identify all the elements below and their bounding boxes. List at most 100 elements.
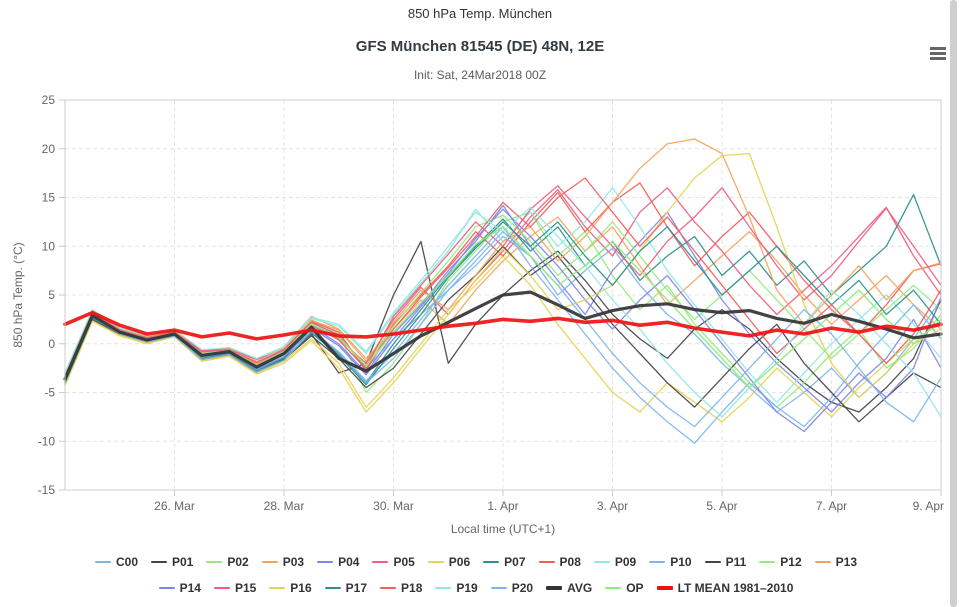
legend-item-P03[interactable]: P03 (261, 555, 305, 569)
legend-line-swatch (372, 561, 389, 563)
legend-item-P18[interactable]: P18 (380, 581, 422, 595)
legend-label: LT MEAN 1981–2010 (677, 581, 794, 595)
legend-line-swatch (427, 561, 444, 563)
series-line-P05[interactable] (64, 187, 942, 374)
legend-item-P14[interactable]: P14 (158, 581, 201, 595)
chart-subtitle: Init: Sat, 24Mar2018 00Z (413, 68, 547, 82)
legend-line-swatch (324, 587, 341, 589)
legend-item-P17[interactable]: P17 (324, 581, 368, 595)
y-tick-label: 5 (48, 288, 55, 302)
hamburger-menu-icon (930, 56, 946, 60)
legend-line-swatch (759, 561, 776, 563)
y-tick-label: 25 (42, 93, 56, 107)
page-title: GFS München 81545 (DE) 48N, 12E (355, 38, 605, 55)
legend-line-swatch (546, 586, 563, 590)
legend-line-swatch (656, 586, 673, 590)
legend-label: P03 (282, 555, 305, 569)
legend-item-C00[interactable]: C00 (94, 555, 138, 569)
legend-label: OP (626, 581, 644, 595)
y-axis-title: 850 hPa Temp. (°C) (11, 242, 25, 348)
legend-item-AVG[interactable]: AVG (546, 581, 592, 595)
legend-label: P11 (725, 555, 747, 569)
legend-label: P04 (338, 555, 360, 569)
x-tick-label: 3. Apr (597, 499, 628, 513)
legend-label: P17 (345, 581, 368, 595)
x-tick-label: 9. Apr (913, 499, 944, 513)
hamburger-menu-icon (930, 51, 946, 55)
legend-item-P07[interactable]: P07 (483, 555, 526, 569)
legend-line-swatch (649, 561, 666, 563)
vertical-scrollbar[interactable] (950, 0, 957, 607)
legend-item-P04[interactable]: P04 (317, 555, 359, 569)
legend-line-swatch (435, 587, 452, 589)
legend-item-P20[interactable]: P20 (490, 581, 534, 595)
legend-label: P07 (504, 555, 526, 569)
x-axis-title: Local time (UTC+1) (450, 522, 556, 536)
legend-label: P02 (227, 555, 249, 569)
series-line-P20[interactable] (64, 230, 942, 428)
y-tick-label: 20 (42, 142, 56, 156)
legend-label: P12 (780, 555, 802, 569)
x-tick-label: 7. Apr (816, 499, 847, 513)
x-tick-label: 28. Mar (264, 499, 305, 513)
legend-line-swatch (261, 561, 278, 563)
legend-line-swatch (158, 587, 175, 589)
legend-label: P18 (401, 581, 423, 595)
legend-line-swatch (814, 561, 831, 563)
chart-context-menu-button[interactable] (926, 42, 954, 64)
legend-line-swatch (151, 561, 167, 563)
legend-label: P05 (393, 555, 415, 569)
legend-line-swatch (490, 587, 507, 589)
legend-item-P10[interactable]: P10 (649, 555, 692, 569)
legend-item-P05[interactable]: P05 (372, 555, 415, 569)
y-tick-label: -10 (38, 434, 56, 448)
legend-item-P13[interactable]: P13 (814, 555, 858, 569)
legend-label: C00 (115, 555, 138, 569)
y-tick-label: 10 (42, 239, 56, 253)
legend-label: AVG (567, 581, 593, 595)
legend-line-swatch (605, 587, 622, 589)
legend-item-P16[interactable]: P16 (269, 581, 312, 595)
legend-label: P20 (511, 581, 534, 595)
series-line-P17[interactable] (64, 221, 942, 386)
legend-item-P15[interactable]: P15 (213, 581, 256, 595)
legend-line-swatch (483, 561, 500, 563)
series-line-AVG[interactable] (63, 290, 943, 381)
legend-item-P09[interactable]: P09 (593, 555, 636, 569)
legend-label: P06 (448, 555, 471, 569)
y-tick-label: -15 (38, 483, 56, 497)
legend-item-LT MEAN 1981–2010[interactable]: LT MEAN 1981–2010 (656, 581, 794, 595)
legend-label: P13 (835, 555, 858, 569)
legend-item-P01[interactable]: P01 (151, 555, 193, 569)
series-line-LT MEAN 1981–2010[interactable] (63, 310, 943, 341)
series-line-P16[interactable] (64, 152, 942, 413)
legend-item-P19[interactable]: P19 (435, 581, 478, 595)
legend-line-swatch (704, 561, 721, 563)
y-tick-label: 15 (42, 191, 56, 205)
legend-item-P02[interactable]: P02 (206, 555, 249, 569)
legend-item-OP[interactable]: OP (605, 581, 644, 595)
legend-line-swatch (317, 561, 334, 563)
legend-item-P12[interactable]: P12 (759, 555, 802, 569)
y-tick-label: -5 (44, 386, 55, 400)
chart-legend: C00 P01 P02 P03 P04 P05 P06 P07 P08 P09 P10 P11 P12 P… (0, 551, 952, 599)
legend-label: P14 (179, 581, 201, 595)
legend-item-P08[interactable]: P08 (538, 555, 581, 569)
legend-line-swatch (213, 587, 230, 589)
series-line-P15[interactable] (64, 185, 942, 377)
legend-line-swatch (206, 561, 223, 563)
x-tick-label: 5. Apr (706, 499, 737, 513)
legend-label: P01 (172, 555, 194, 569)
legend-line-swatch (269, 587, 286, 589)
legend-line-swatch (538, 561, 555, 563)
legend-row: P14 P15 P16 P17 P18 P19 P20 AVG OP LT MEAN 1981–2… (0, 577, 952, 599)
legend-row: C00 P01 P02 P03 P04 P05 P06 P07 P08 P09 P10 P11 P12 P… (0, 551, 952, 573)
legend-line-swatch (593, 561, 610, 563)
y-tick-label: 0 (48, 337, 55, 351)
legend-item-P06[interactable]: P06 (427, 555, 471, 569)
legend-item-P11[interactable]: P11 (704, 555, 747, 569)
x-tick-label: 30. Mar (373, 499, 414, 513)
legend-line-swatch (380, 587, 397, 589)
